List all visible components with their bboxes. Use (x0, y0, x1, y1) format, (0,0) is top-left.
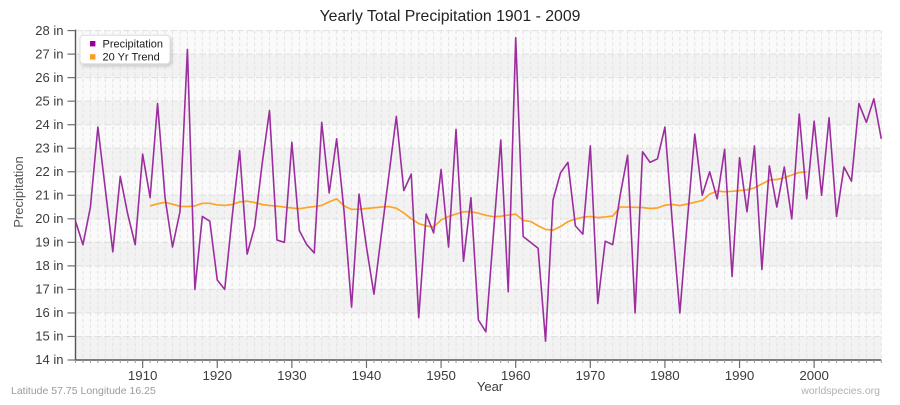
svg-text:26 in: 26 in (35, 70, 63, 85)
svg-text:20 in: 20 in (35, 211, 63, 226)
svg-text:17 in: 17 in (35, 282, 63, 297)
svg-text:1910: 1910 (128, 368, 158, 383)
svg-text:15 in: 15 in (35, 329, 63, 344)
svg-text:19 in: 19 in (35, 235, 63, 250)
svg-text:25 in: 25 in (35, 93, 63, 108)
svg-text:21 in: 21 in (35, 187, 63, 202)
svg-text:1960: 1960 (501, 368, 531, 383)
svg-text:16 in: 16 in (35, 305, 63, 320)
svg-text:24 in: 24 in (35, 117, 63, 132)
svg-text:1980: 1980 (650, 368, 680, 383)
svg-text:Year: Year (477, 379, 504, 394)
svg-text:1990: 1990 (725, 368, 755, 383)
svg-text:worldspecies.org: worldspecies.org (800, 385, 880, 397)
svg-text:20 Yr Trend: 20 Yr Trend (103, 52, 160, 64)
svg-text:1930: 1930 (277, 368, 307, 383)
svg-text:Latitude 57.75 Longitude 16.25: Latitude 57.75 Longitude 16.25 (11, 385, 156, 397)
svg-text:Precipitation: Precipitation (11, 156, 26, 228)
svg-text:27 in: 27 in (35, 46, 63, 61)
svg-text:22 in: 22 in (35, 164, 63, 179)
svg-text:1970: 1970 (576, 368, 606, 383)
svg-text:14 in: 14 in (35, 352, 63, 367)
svg-text:1940: 1940 (352, 368, 382, 383)
svg-text:28 in: 28 in (35, 23, 63, 38)
svg-text:Precipitation: Precipitation (103, 38, 164, 50)
svg-text:18 in: 18 in (35, 258, 63, 273)
svg-text:1950: 1950 (426, 368, 456, 383)
svg-text:Yearly Total Precipitation 190: Yearly Total Precipitation 1901 - 2009 (320, 8, 581, 25)
svg-text:2000: 2000 (799, 368, 829, 383)
svg-text:1920: 1920 (202, 368, 232, 383)
svg-text:23 in: 23 in (35, 140, 63, 155)
